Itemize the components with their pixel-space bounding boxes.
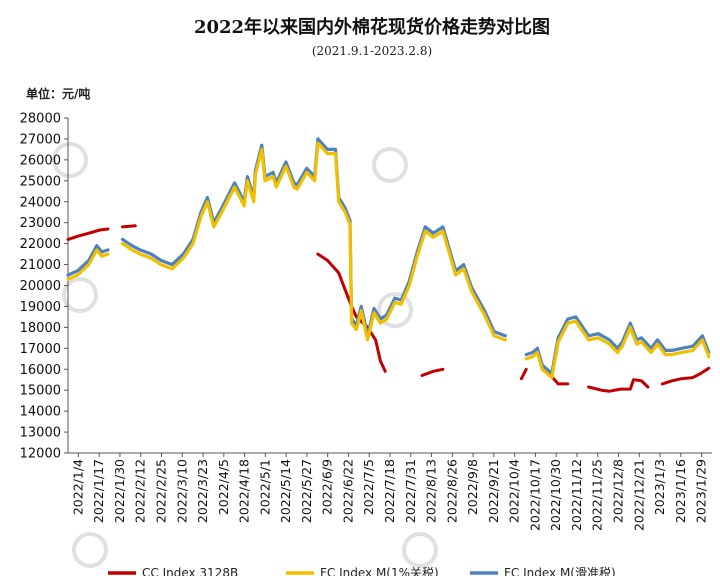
- legend: CC Index 3128B FC Index M(1%关税) FC Index M…: [108, 566, 616, 576]
- y-tick-label: 21000: [20, 258, 61, 273]
- y-tick-label: 26000: [20, 153, 61, 168]
- x-tick-label: 2022/12/8: [611, 459, 626, 523]
- x-tick-label: 2022/6/9: [320, 459, 335, 515]
- x-tick-label: 2022/5/14: [278, 459, 293, 523]
- x-tick-label: 2022/11/25: [590, 459, 605, 531]
- x-tick-label: 2022/11/12: [569, 459, 584, 531]
- legend-label: CC Index 3128B: [142, 566, 238, 576]
- y-tick-label: 15000: [20, 384, 61, 399]
- x-tick-label: 2022/12/21: [631, 459, 646, 531]
- watermark-logo-icon: [52, 142, 88, 178]
- series-line-2: [66, 141, 711, 380]
- x-tick-label: 2022/1/17: [91, 459, 106, 523]
- x-tick-label: 2022/10/30: [548, 459, 563, 531]
- y-tick-label: 22000: [20, 237, 61, 252]
- x-tick-label: 2023/1/3: [652, 459, 667, 515]
- y-tick-label: 28000: [20, 112, 61, 127]
- y-tick-label: 25000: [20, 174, 61, 189]
- x-tick-label: 2022/2/25: [153, 459, 168, 523]
- x-tick-label: 2022/4/5: [216, 459, 231, 515]
- y-tick-label: 13000: [20, 426, 61, 441]
- x-tick-label: 2022/5/27: [299, 459, 314, 523]
- x-tick-label: 2022/7/5: [361, 459, 376, 515]
- x-tick-label: 2022/1/30: [112, 459, 127, 523]
- y-tick-label: 18000: [20, 321, 61, 336]
- watermark-logo-icon: [72, 532, 108, 568]
- y-tick-label: 16000: [20, 363, 61, 378]
- chart-subtitle: (2021.9.1-2023.2.8): [312, 44, 432, 58]
- legend-label: FC Index M(滑准税): [504, 566, 616, 576]
- x-tick-label: 2022/10/4: [507, 459, 522, 523]
- legend-label: FC Index M(1%关税): [320, 566, 439, 576]
- series-line-3: [66, 137, 711, 375]
- y-tick-label: 23000: [20, 216, 61, 231]
- y-tick-label: 27000: [20, 132, 61, 147]
- watermark-layer: [52, 142, 438, 568]
- x-axis: 2022/1/4 2022/1/17 2022/1/30 2022/2/12 2022/…: [68, 452, 712, 531]
- y-tick-label: 12000: [20, 447, 61, 462]
- x-tick-label: 2022/8/26: [444, 459, 459, 523]
- watermark-logo-icon: [372, 147, 408, 183]
- y-tick-label: 17000: [20, 342, 61, 357]
- y-tick-label: 20000: [20, 279, 61, 294]
- x-tick-label: 2022/10/17: [527, 459, 542, 531]
- x-tick-label: 2022/2/12: [133, 459, 148, 523]
- x-tick-label: 2022/6/22: [340, 459, 355, 523]
- y-tick-label: 14000: [20, 405, 61, 420]
- watermark-logo-icon: [377, 292, 413, 328]
- x-tick-label: 2022/9/8: [465, 459, 480, 515]
- x-tick-label: 2022/4/18: [237, 459, 252, 523]
- y-axis-unit-label: 单位：元/吨: [26, 86, 90, 101]
- x-tick-label: 2022/9/21: [486, 459, 501, 523]
- y-axis: 12000 13000 14000 15000 16000 17000 18000 19000…: [20, 112, 69, 462]
- y-tick-label: 19000: [20, 300, 61, 315]
- x-tick-label: 2022/7/18: [382, 459, 397, 523]
- x-tick-label: 2023/1/29: [694, 459, 709, 523]
- series-layer: [66, 137, 711, 393]
- x-tick-label: 2022/3/10: [174, 459, 189, 523]
- y-tick-label: 24000: [20, 195, 61, 210]
- watermark-logo-icon: [62, 277, 98, 313]
- x-tick-label: 2022/3/23: [195, 459, 210, 523]
- x-tick-label: 2022/7/31: [403, 459, 418, 523]
- chart-title: 2022年以来国内外棉花现货价格走势对比图: [194, 16, 550, 38]
- series-line-1: [66, 224, 711, 393]
- watermark-logo-icon: [402, 532, 438, 568]
- x-tick-label: 2022/8/13: [424, 459, 439, 523]
- x-tick-label: 2023/1/16: [673, 459, 688, 523]
- x-tick-label: 2022/1/4: [70, 459, 85, 515]
- x-tick-label: 2022/5/1: [257, 459, 272, 515]
